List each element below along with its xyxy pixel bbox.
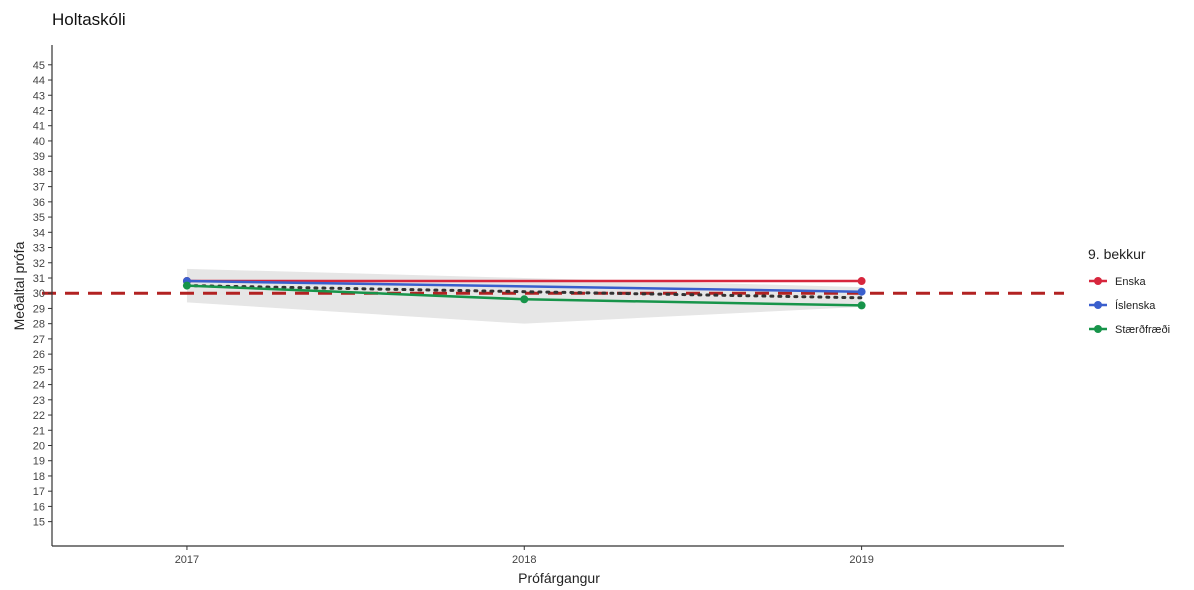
y-tick-label: 17	[33, 486, 45, 498]
legend-item: Stærðfræði	[1089, 324, 1170, 336]
data-point-3-1	[182, 281, 191, 290]
y-tick-label: 20	[33, 440, 45, 452]
data-point-2-2	[857, 287, 866, 296]
y-tick-label: 36	[33, 197, 45, 209]
y-tick-label: 25	[33, 364, 45, 376]
legend-item: Íslenska	[1089, 299, 1156, 312]
x-tick-label: 2017	[175, 554, 199, 566]
legend-item: Enska	[1089, 276, 1146, 288]
y-tick-label: 41	[33, 121, 45, 133]
y-tick-label: 35	[33, 212, 45, 224]
y-tick-label: 45	[33, 60, 45, 72]
y-tick-label: 34	[33, 227, 45, 239]
y-tick-label: 44	[33, 75, 45, 87]
data-point-3-2	[520, 295, 529, 304]
legend-title: 9. bekkur	[1088, 246, 1146, 262]
y-tick-label: 26	[33, 349, 45, 361]
y-tick-label: 28	[33, 319, 45, 331]
y-tick-label: 30	[33, 288, 45, 300]
y-tick-label: 31	[33, 273, 45, 285]
series-3	[182, 281, 866, 310]
y-tick-label: 37	[33, 182, 45, 194]
y-tick-label: 33	[33, 243, 45, 255]
y-tick-label: 15	[33, 517, 45, 529]
data-point-3-3	[857, 301, 866, 310]
legend-key-point	[1094, 325, 1102, 333]
y-tick-label: 22	[33, 410, 45, 422]
x-tick-label: 2019	[849, 554, 873, 566]
y-tick-label: 24	[33, 380, 45, 392]
y-tick-label: 42	[33, 105, 45, 117]
y-tick-label: 38	[33, 166, 45, 178]
y-tick-label: 43	[33, 90, 45, 102]
x-tick-label: 2018	[512, 554, 536, 566]
y-tick-label: 27	[33, 334, 45, 346]
y-tick-label: 23	[33, 395, 45, 407]
legend-key-point	[1094, 301, 1102, 309]
y-tick-label: 32	[33, 258, 45, 270]
legend-label: Enska	[1115, 276, 1146, 288]
y-axis-title: Meðaltal prófa	[11, 241, 27, 330]
y-tick-label: 40	[33, 136, 45, 148]
y-tick-label: 16	[33, 501, 45, 513]
series-line-2	[186, 279, 862, 293]
trend-line	[185, 284, 864, 300]
y-tick-label: 19	[33, 456, 45, 468]
x-axis-title: Prófárgangur	[518, 570, 600, 586]
y-tick-label: 18	[33, 471, 45, 483]
y-tick-label: 39	[33, 151, 45, 163]
legend-label: Stærðfræði	[1115, 324, 1170, 336]
legend-key-point	[1094, 277, 1102, 285]
legend: 9. bekkur Enska Íslenska Stærðfræði	[1088, 246, 1170, 336]
y-tick-label: 29	[33, 303, 45, 315]
data-point-1-2	[857, 277, 866, 286]
y-tick-label: 21	[33, 425, 45, 437]
legend-label: Íslenska	[1115, 299, 1156, 312]
chart-title: Holtaskóli	[52, 10, 126, 29]
